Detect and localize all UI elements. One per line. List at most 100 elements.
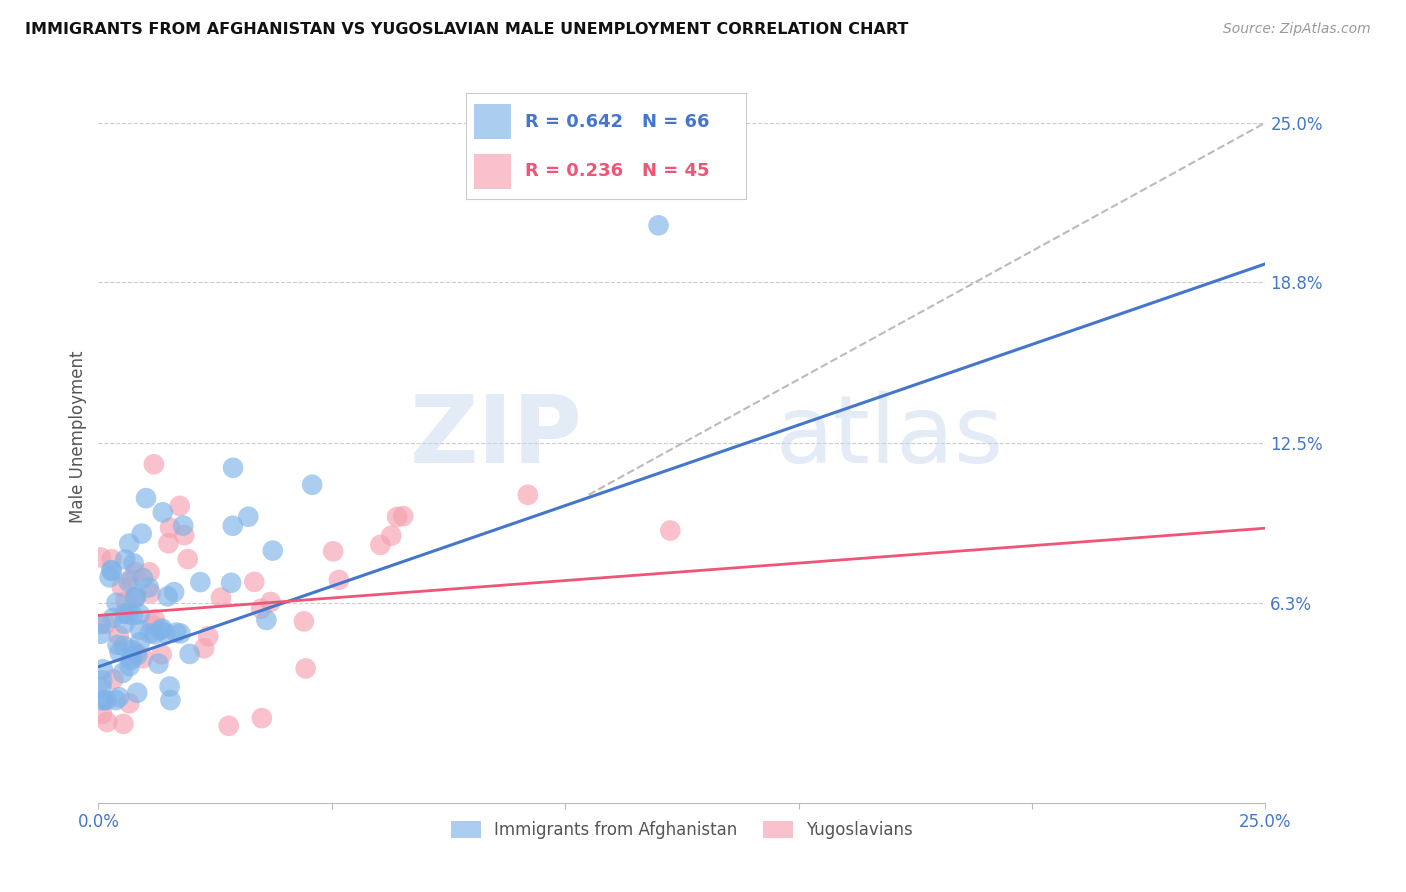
Point	[262, 543, 284, 558]
Point	[90, 617, 112, 632]
Point	[218, 719, 240, 733]
Point	[139, 586, 162, 600]
Point	[90, 550, 112, 565]
Point	[122, 557, 145, 571]
Point	[197, 629, 219, 643]
Point	[250, 601, 273, 615]
Point	[91, 662, 114, 676]
Point	[219, 575, 242, 590]
Point	[380, 529, 402, 543]
Point	[659, 524, 682, 538]
Point	[127, 648, 149, 662]
Point	[129, 623, 152, 637]
Point	[250, 711, 273, 725]
Point	[294, 661, 316, 675]
Point	[516, 488, 538, 502]
Point	[156, 590, 179, 604]
Point	[149, 623, 172, 637]
Point	[114, 552, 136, 566]
Point	[243, 574, 266, 589]
Point	[127, 686, 149, 700]
Point	[179, 647, 201, 661]
Point	[222, 518, 245, 533]
Text: ZIP: ZIP	[409, 391, 582, 483]
Point	[131, 526, 153, 541]
Point	[94, 616, 117, 631]
Point	[301, 477, 323, 491]
Point	[129, 635, 152, 649]
Point	[103, 673, 125, 687]
Point	[209, 591, 232, 605]
Point	[370, 538, 392, 552]
Point	[101, 564, 124, 578]
Point	[163, 585, 186, 599]
Point	[91, 706, 114, 721]
Point	[117, 607, 139, 621]
Text: IMMIGRANTS FROM AFGHANISTAN VS YUGOSLAVIAN MALE UNEMPLOYMENT CORRELATION CHART: IMMIGRANTS FROM AFGHANISTAN VS YUGOSLAVI…	[25, 22, 908, 37]
Point	[125, 590, 148, 604]
Point	[107, 638, 129, 652]
Point	[112, 717, 135, 731]
Point	[143, 612, 166, 626]
Point	[159, 680, 181, 694]
Point	[100, 552, 122, 566]
Point	[100, 563, 122, 577]
Point	[159, 693, 181, 707]
Point	[142, 458, 165, 472]
Text: Source: ZipAtlas.com: Source: ZipAtlas.com	[1223, 22, 1371, 37]
Point	[157, 536, 180, 550]
Point	[121, 608, 143, 623]
Point	[96, 693, 118, 707]
Point	[91, 693, 114, 707]
Point	[120, 653, 142, 667]
Point	[111, 665, 134, 680]
Point	[117, 574, 139, 589]
Point	[138, 581, 160, 595]
Point	[238, 509, 260, 524]
Point	[105, 596, 128, 610]
Point	[108, 690, 131, 705]
Y-axis label: Male Unemployment: Male Unemployment	[69, 351, 87, 524]
Point	[108, 645, 131, 659]
Point	[143, 627, 166, 641]
Point	[193, 641, 215, 656]
Point	[328, 573, 350, 587]
Point	[292, 615, 315, 629]
Point	[128, 607, 150, 622]
Point	[121, 650, 143, 665]
Point	[159, 521, 181, 535]
Point	[177, 552, 200, 566]
Point	[96, 714, 118, 729]
Point	[90, 626, 112, 640]
Point	[124, 565, 146, 579]
Point	[114, 594, 136, 608]
Point	[188, 575, 211, 590]
Point	[118, 696, 141, 710]
Point	[135, 491, 157, 505]
Point	[150, 622, 173, 636]
Point	[107, 628, 129, 642]
Text: atlas: atlas	[775, 391, 1004, 483]
Point	[121, 643, 143, 657]
Point	[222, 460, 245, 475]
Point	[165, 625, 187, 640]
Point	[254, 613, 277, 627]
Point	[172, 518, 194, 533]
Point	[132, 651, 155, 665]
Point	[150, 648, 173, 662]
Legend: Immigrants from Afghanistan, Yugoslavians: Immigrants from Afghanistan, Yugoslavian…	[444, 814, 920, 846]
Point	[647, 219, 669, 233]
Point	[118, 536, 141, 550]
Point	[112, 639, 135, 653]
Point	[169, 499, 191, 513]
Point	[120, 572, 142, 586]
Point	[118, 659, 141, 673]
Point	[98, 570, 121, 584]
Point	[124, 591, 146, 605]
Point	[148, 657, 170, 671]
Point	[104, 693, 127, 707]
Point	[112, 616, 135, 631]
Point	[322, 544, 344, 558]
Point	[260, 595, 283, 609]
Point	[385, 510, 408, 524]
